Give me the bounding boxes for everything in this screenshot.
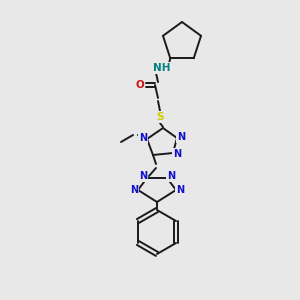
Text: N: N: [139, 171, 147, 181]
Text: N: N: [130, 185, 138, 195]
Text: N: N: [177, 132, 185, 142]
Text: N: N: [176, 185, 184, 195]
Text: S: S: [156, 112, 164, 122]
Text: N: N: [173, 149, 181, 159]
Text: NH: NH: [153, 63, 171, 73]
Text: O: O: [136, 80, 144, 90]
Text: N: N: [139, 133, 147, 143]
Text: N: N: [167, 171, 175, 181]
